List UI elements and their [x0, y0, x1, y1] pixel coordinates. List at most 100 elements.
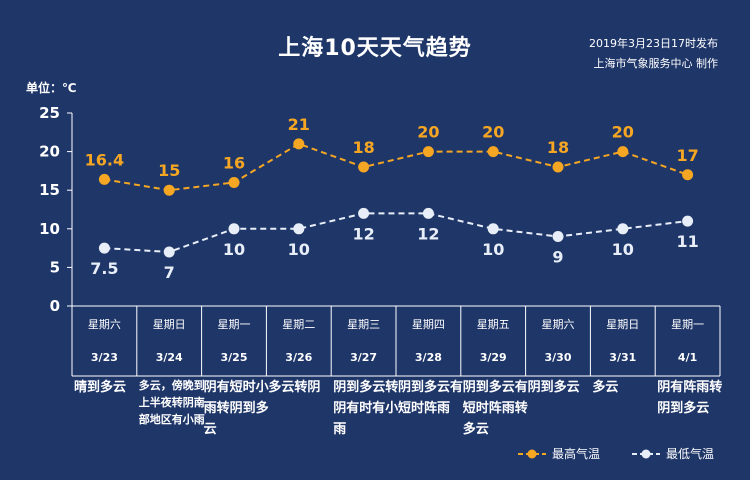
day-cell: 星期二 3/26 — [266, 306, 331, 378]
high-point — [228, 176, 240, 188]
weekday-label: 星期一 — [671, 318, 705, 331]
weekday-label: 星期二 — [282, 318, 316, 331]
day-cell: 星期五 3/29 — [461, 306, 526, 378]
date-label: 3/24 — [155, 351, 183, 364]
weekday-label: 星期三 — [347, 318, 381, 331]
date-label: 3/27 — [350, 351, 378, 364]
issue-time: 2019年3月23日17时发布 — [589, 37, 718, 50]
high-data-label: 15 — [158, 161, 180, 180]
unit-label: 单位：℃ — [26, 81, 77, 95]
date-label: 4/1 — [677, 351, 698, 364]
day-cell: 星期四 3/28 — [396, 306, 461, 378]
high-point — [358, 161, 370, 173]
weekday-label: 星期六 — [541, 318, 575, 331]
high-data-label: 17 — [676, 146, 698, 165]
weather-description: 晴到多云 — [74, 380, 127, 395]
legend-low-label: 最低气温 — [666, 447, 715, 461]
date-label: 3/26 — [285, 351, 313, 364]
day-cell: 星期三 3/27 — [331, 306, 396, 378]
low-data-label: 12 — [352, 224, 374, 243]
low-point — [163, 246, 175, 258]
low-data-label: 11 — [676, 232, 698, 251]
low-data-label: 7 — [164, 263, 175, 282]
high-point — [422, 146, 434, 158]
low-point — [422, 207, 434, 219]
high-series-line — [104, 142, 688, 192]
chart-title: 上海10天天气趋势 — [278, 36, 472, 61]
date-label: 3/25 — [220, 351, 248, 364]
day-cell: 星期六 3/23 — [72, 306, 137, 378]
high-data-label: 16 — [223, 153, 245, 172]
date-label: 3/23 — [90, 351, 118, 364]
producer-credit: 上海市气象服务中心 制作 — [593, 57, 719, 70]
day-cell: 星期一 3/25 — [202, 306, 267, 378]
low-point — [228, 223, 240, 235]
low-data-label: 10 — [288, 240, 310, 259]
high-point — [163, 184, 175, 196]
low-point — [98, 242, 110, 254]
y-tick-label: 10 — [39, 220, 60, 238]
low-data-label: 12 — [417, 224, 439, 243]
low-point — [487, 223, 499, 235]
weather-description: 阴有阵雨转阴到多云 — [657, 380, 723, 416]
low-data-label: 7.5 — [90, 259, 118, 278]
weather-description: 阴到多云有短时阵雨 — [398, 380, 464, 416]
day-cell: 星期一 4/1 — [655, 306, 720, 378]
weather-description: 阴到多云转阴有时有小雨 — [333, 380, 399, 437]
high-data-label: 21 — [288, 115, 310, 134]
low-data-label: 10 — [482, 240, 504, 259]
low-series-line — [104, 212, 688, 253]
weekday-label: 星期四 — [411, 318, 445, 331]
high-point — [293, 138, 305, 150]
low-point — [552, 231, 564, 243]
high-data-label: 20 — [417, 123, 439, 142]
y-tick-label: 15 — [39, 181, 60, 199]
y-tick-label: 5 — [50, 258, 60, 276]
weather-description: 多云转阴 — [268, 380, 321, 395]
high-data-label: 16.4 — [85, 150, 124, 169]
y-tick-label: 20 — [39, 143, 60, 161]
legend-high-marker — [518, 449, 546, 458]
weekday-label: 星期一 — [217, 318, 251, 331]
low-data-label: 10 — [223, 240, 245, 259]
low-point — [293, 223, 305, 235]
high-data-label: 18 — [547, 138, 569, 157]
weekday-label: 星期日 — [152, 318, 186, 331]
weather-description: 多云 — [592, 380, 619, 395]
date-label: 3/31 — [609, 351, 637, 364]
high-data-label: 20 — [612, 123, 634, 142]
date-label: 3/29 — [479, 351, 507, 364]
date-label: 3/30 — [544, 351, 572, 364]
day-cell: 星期六 3/30 — [526, 306, 591, 378]
low-point — [617, 223, 629, 235]
low-point — [682, 215, 694, 227]
date-label: 3/28 — [414, 351, 442, 364]
weather-description: 多云，傍晚到上半夜转阴南部地区有小雨 — [138, 379, 205, 426]
high-data-label: 18 — [352, 138, 374, 157]
low-data-label: 9 — [552, 248, 563, 267]
y-tick-label: 0 — [50, 297, 60, 315]
high-point — [682, 169, 694, 181]
high-point — [98, 173, 110, 185]
weekday-label: 星期日 — [606, 318, 640, 331]
day-cell: 星期日 3/24 — [137, 306, 202, 378]
low-point — [358, 207, 370, 219]
legend-high-label: 最高气温 — [552, 447, 601, 461]
legend-high: 最高气温 — [518, 445, 600, 462]
high-point — [552, 161, 564, 173]
day-cell: 星期日 3/31 — [590, 306, 655, 378]
legend-low-marker — [632, 449, 660, 458]
weekday-label: 星期六 — [87, 318, 121, 331]
weather-description: 阴有短时小雨转阴到多云 — [203, 380, 269, 437]
y-tick-label: 25 — [39, 104, 60, 122]
high-data-label: 20 — [482, 123, 504, 142]
high-point — [617, 146, 629, 158]
legend-low: 最低气温 — [632, 445, 714, 462]
weather-description: 阴到多云 — [527, 380, 580, 395]
high-point — [487, 146, 499, 158]
low-data-label: 10 — [612, 240, 634, 259]
weekday-label: 星期五 — [476, 318, 510, 331]
weather-description: 阴到多云有短时阵雨转多云 — [462, 380, 528, 437]
